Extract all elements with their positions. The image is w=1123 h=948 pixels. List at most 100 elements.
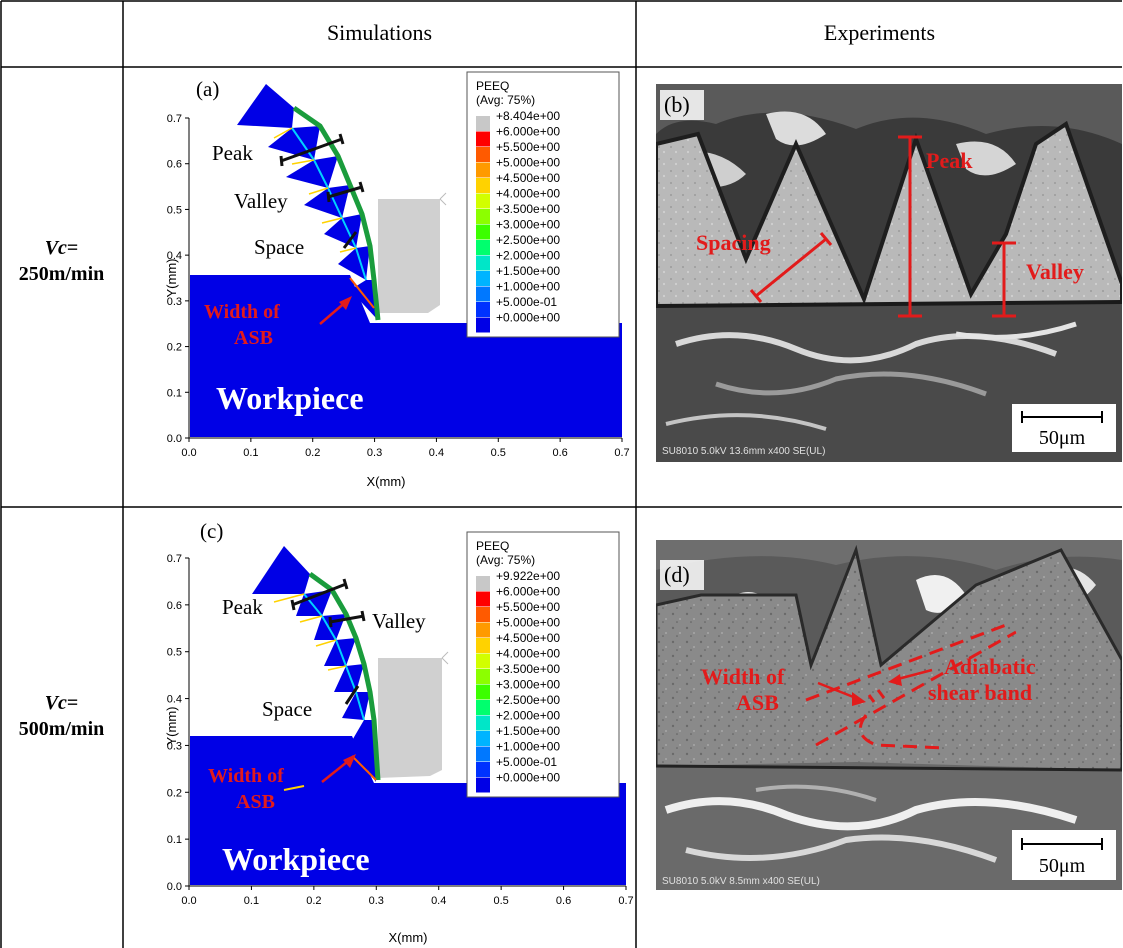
legend-value: +2.500e+00 [496,693,560,707]
legend-swatch [476,162,490,178]
row-label-var: Vc [44,237,67,259]
x-ticks: 0.0 0.1 0.2 0.3 0.4 0.5 0.6 0.7 [181,886,634,907]
legend-title: PEEQ [476,79,509,93]
legend-value: +5.000e+00 [496,156,560,170]
y-tick-label: 0.6 [167,159,182,171]
legend-value: +6.000e+00 [496,585,560,599]
measurement-bars [290,578,366,705]
legend-value: +2.000e+00 [496,249,560,263]
x-tick-label: 0.3 [369,895,384,907]
legend-value: +4.500e+00 [496,171,560,185]
axes [188,118,622,439]
annotation-adiabatic-line1: Adiabatic [944,654,1036,679]
y-axis-label: Y(mm) [164,259,179,298]
legend-value: +2.000e+00 [496,709,560,723]
legend-value: +4.000e+00 [496,187,560,201]
legend-value: +4.000e+00 [496,647,560,661]
peeq-legend: PEEQ (Avg: 75%) +8.404e+00 +6.000e+00+5.5… [466,71,620,338]
x-tick-label: 0.4 [431,895,446,907]
x-tick-label: 0.2 [306,895,321,907]
legend-value: +5.500e+00 [496,140,560,154]
annotation-asb-line1: Width of [208,765,284,787]
y-axis-label: Y(mm) [164,707,179,746]
legend-value: +5.500e+00 [496,600,560,614]
legend-swatch [476,193,490,209]
asb-arrows [817,668,933,706]
asb-arrow [319,296,352,325]
y-tick-label: 0.1 [167,834,182,846]
x-tick-label: 0.0 [181,895,196,907]
row-label-eq: = [66,237,79,259]
legend-subtitle: (Avg: 75%) [476,93,535,107]
y-tick-label: 0.7 [167,113,182,125]
panel-tag: (b) [664,92,690,117]
sem-panel-d: Width of ASB Adiabatic shear band 50μm S… [656,540,1122,890]
legend-swatch [476,271,490,286]
asb-arrow [321,754,356,783]
x-tick-label: 0.7 [614,447,629,459]
legend-value: +1.500e+00 [496,724,560,738]
y-tick-label: 0.4 [167,250,182,262]
annotation-workpiece: Workpiece [222,841,370,877]
legend-swatch [476,653,490,669]
row-label-250: Vc= 250m/min [0,235,123,287]
x-tick-label: 0.1 [243,447,258,459]
annotation-peak: Peak [222,595,263,619]
legend-value: +2.500e+00 [496,233,560,247]
y-tick-label: 0.3 [167,740,182,752]
measurement-lines [749,135,1016,318]
y-ticks: 0.0 0.1 0.2 0.3 0.4 0.5 0.6 0.7 [167,113,189,445]
x-tick-label: 0.5 [491,447,506,459]
legend-subtitle: (Avg: 75%) [476,553,535,567]
legend-value: +1.000e+00 [496,740,560,754]
sem-panel-b: Peak Spacing Valley 50μm SU8010 5.0kV 13… [656,84,1122,462]
x-tick-label: 0.0 [181,447,196,459]
measurement-bars [279,133,365,249]
legend-swatch [476,777,490,793]
scale-bar: 50μm [1012,404,1116,452]
legend-value: +0.000e+00 [496,771,560,785]
legend-swatch [476,209,490,224]
legend-swatch [476,607,490,622]
x-tick-label: 0.4 [429,447,444,459]
y-ticks: 0.0 0.1 0.2 0.3 0.4 0.5 0.6 0.7 [167,553,189,893]
legend-value: +3.000e+00 [496,218,560,232]
legend-swatch [476,255,490,271]
legend-swatch [476,178,490,193]
workpiece-region [190,736,626,885]
annotation-workpiece: Workpiece [216,380,364,416]
legend-swatch [476,638,490,653]
annotation-asb-line1: Width of [204,301,280,323]
legend-swatch [476,762,490,777]
legend-swatch [476,131,490,147]
legend-value: +8.404e+00 [496,109,560,123]
row-label-eq: = [66,692,79,714]
peeq-legend: PEEQ (Avg: 75%) +9.922e+00 +6.000e+00+5.5… [466,531,620,798]
legend-swatch [476,317,490,333]
annotation-adiabatic-line2: shear band [928,680,1032,705]
legend-swatch [476,731,490,746]
x-axis-label: X(mm) [367,474,406,489]
simulation-panel-c: 0.0 0.1 0.2 0.3 0.4 0.5 0.6 0.7 0.0 0.1 0.2 0.3 0.4… [164,519,634,945]
legend-swatch [476,715,490,731]
x-ticks: 0.0 0.1 0.2 0.3 0.4 0.5 0.6 0.7 [181,438,630,459]
legend-swatch [476,302,490,317]
legend-swatch [476,576,490,591]
header-experiments: Experiments [823,20,936,45]
cutting-tool [378,658,442,778]
legend-swatch [476,116,490,131]
legend-swatch [476,684,490,700]
x-tick-label: 0.5 [493,895,508,907]
annotation-space: Space [254,235,304,259]
legend-swatch [476,224,490,240]
y-tick-label: 0.3 [167,296,182,308]
legend-value: +3.000e+00 [496,678,560,692]
sem-info: SU8010 5.0kV 8.5mm x400 SE(UL) [662,876,820,887]
legend-swatch [476,147,490,162]
y-tick-label: 0.5 [167,647,182,659]
panel-tag: (a) [196,77,219,101]
y-tick-label: 0.0 [167,433,182,445]
annotation-asb-line2: ASB [736,690,779,715]
legend-swatch [476,591,490,607]
